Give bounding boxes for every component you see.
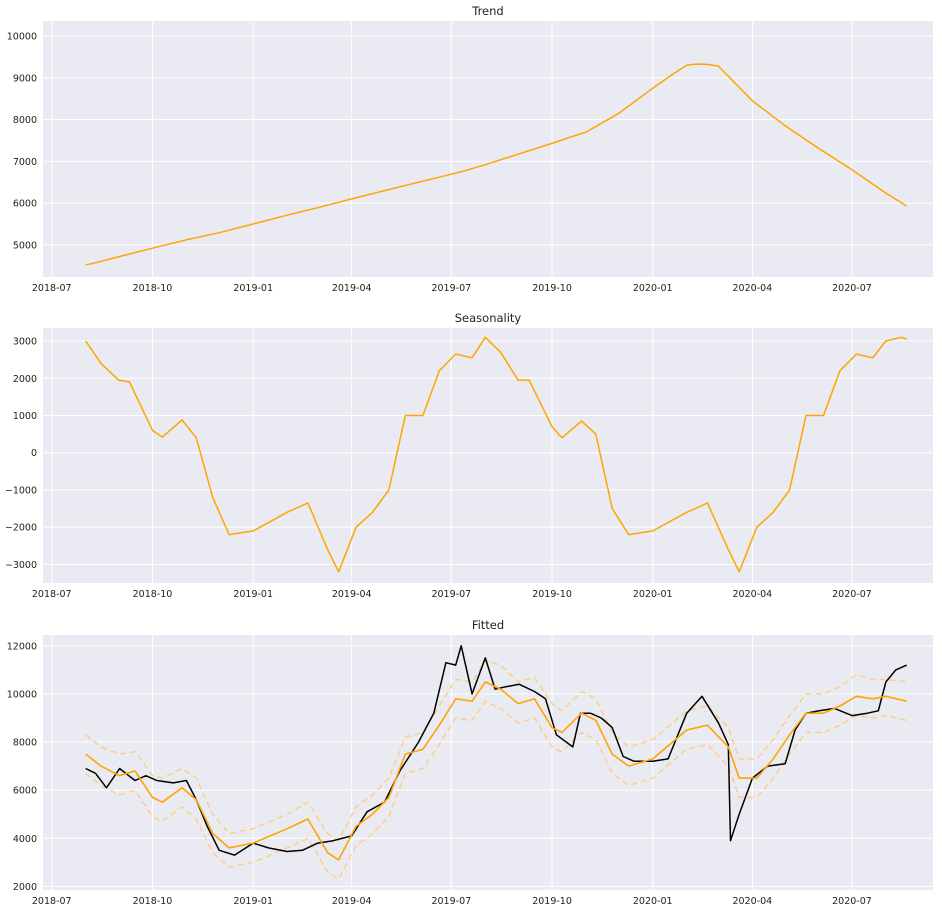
y-tick-label: 4000 <box>13 834 37 845</box>
y-tick-label: 9000 <box>13 73 37 84</box>
x-tick-label: 2019-01 <box>233 589 273 600</box>
y-tick-label: 6000 <box>13 786 37 797</box>
y-tick-label: −1000 <box>5 485 37 496</box>
y-tick-label: 7000 <box>13 157 37 168</box>
x-tick-label: 2019-07 <box>431 283 471 294</box>
y-tick-label: 6000 <box>13 199 37 210</box>
x-tick-label: 2018-10 <box>133 896 173 907</box>
y-tick-label: 2000 <box>13 882 37 893</box>
x-tick-label: 2019-01 <box>233 896 273 907</box>
plot-area <box>43 635 933 890</box>
series-line-bound <box>85 700 907 880</box>
plot-area <box>43 328 933 583</box>
chart-title: Trend <box>471 4 503 18</box>
x-tick-label: 2019-07 <box>431 896 471 907</box>
y-tick-label: −3000 <box>5 560 37 571</box>
chart-title: Seasonality <box>455 311 522 325</box>
y-tick-label: −2000 <box>5 523 37 534</box>
x-tick-label: 2019-10 <box>532 283 572 294</box>
x-tick-label: 2020-07 <box>832 283 872 294</box>
x-tick-label: 2019-10 <box>532 896 572 907</box>
x-tick-label: 2019-04 <box>332 896 372 907</box>
chart-panel-3: Fitted 2018-07 2018-10 2019-01 2019-04 2019-0… <box>7 618 933 907</box>
chart-panel-2: Seasonality 2018-07 2018-10 2019-01 2019-04 2… <box>5 311 933 600</box>
series-line-main <box>85 63 908 266</box>
chart-panel-1: Trend 2018-07 2018-10 2019-01 2019-04 2019-07… <box>7 4 933 294</box>
series-line-actual <box>85 645 908 856</box>
series-line-bound <box>85 659 907 842</box>
x-tick-label: 2020-01 <box>633 283 673 294</box>
x-tick-label: 2018-10 <box>133 589 173 600</box>
plot-area <box>43 21 933 277</box>
y-tick-label: 1000 <box>13 411 37 422</box>
x-tick-label: 2019-04 <box>332 283 372 294</box>
y-tick-label: 10000 <box>7 689 37 700</box>
x-tick-label: 2020-07 <box>832 589 872 600</box>
y-tick-label: 0 <box>31 448 37 459</box>
y-tick-label: 12000 <box>7 641 37 652</box>
y-tick-label: 8000 <box>13 738 37 749</box>
x-tick-label: 2020-04 <box>733 589 773 600</box>
y-tick-label: 2000 <box>13 374 37 385</box>
y-tick-label: 8000 <box>13 115 37 126</box>
x-tick-label: 2018-07 <box>32 896 72 907</box>
x-tick-label: 2019-10 <box>532 589 572 600</box>
chart-title: Fitted <box>472 618 504 632</box>
series-line-main <box>85 336 907 573</box>
x-tick-label: 2020-07 <box>832 896 872 907</box>
x-tick-label: 2018-07 <box>32 589 72 600</box>
x-tick-label: 2019-07 <box>431 589 471 600</box>
y-tick-label: 3000 <box>13 337 37 348</box>
x-tick-label: 2018-10 <box>133 283 173 294</box>
x-tick-label: 2019-04 <box>332 589 372 600</box>
y-tick-label: 5000 <box>13 240 37 251</box>
x-tick-label: 2018-07 <box>32 283 72 294</box>
x-tick-label: 2020-04 <box>733 896 773 907</box>
x-tick-label: 2020-04 <box>733 283 773 294</box>
x-tick-label: 2019-01 <box>233 283 273 294</box>
x-tick-label: 2020-01 <box>633 896 673 907</box>
x-tick-label: 2020-01 <box>633 589 673 600</box>
y-tick-label: 10000 <box>7 32 37 43</box>
series-line-fitted <box>85 681 907 861</box>
